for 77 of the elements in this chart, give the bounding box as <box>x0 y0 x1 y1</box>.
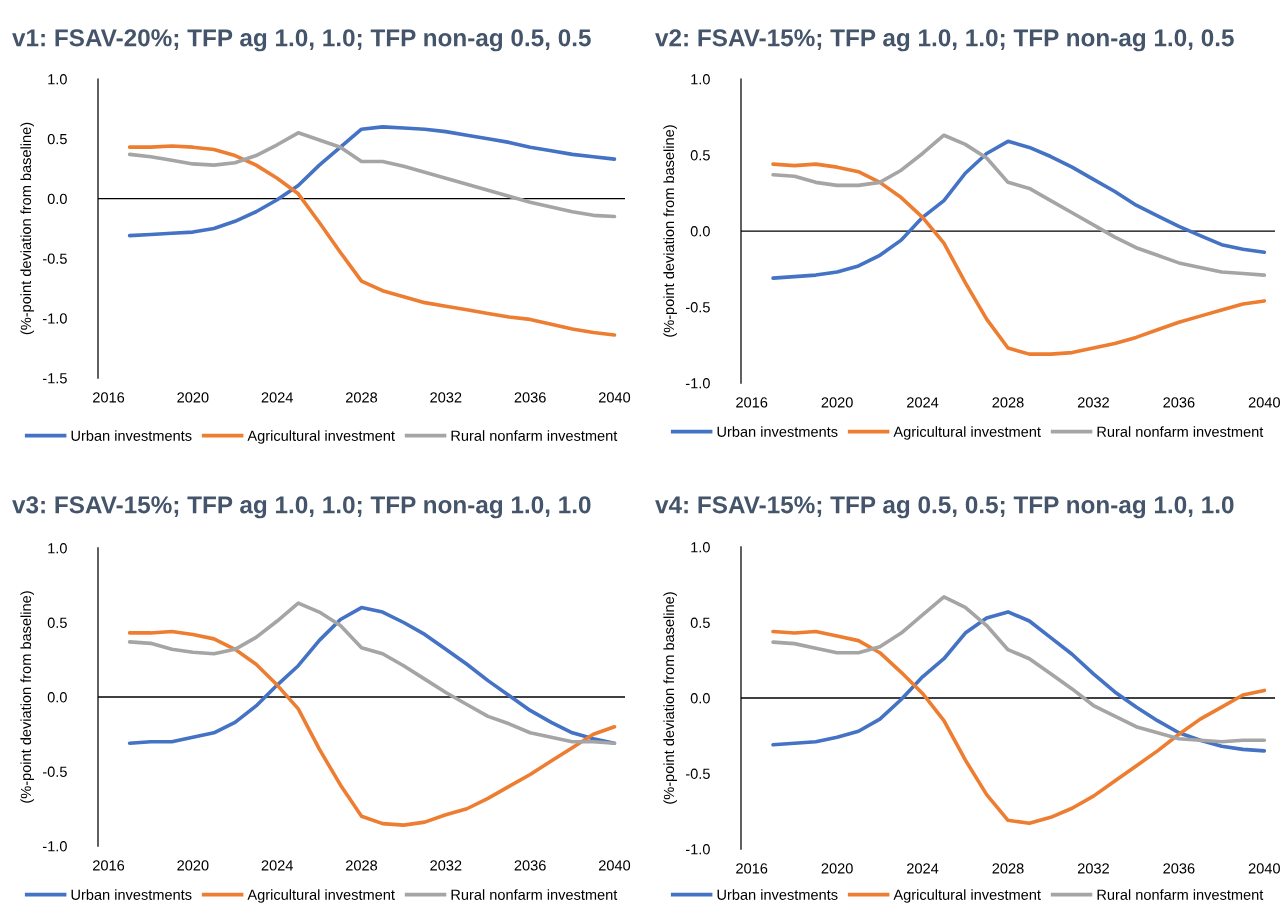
line-series <box>771 595 1267 744</box>
x-tick-label: 2024 <box>261 392 293 403</box>
line-series <box>771 162 1267 356</box>
x-tick-label: 2016 <box>93 392 125 403</box>
chart-title: v4: FSAV-15%; TFP ag 0.5, 0.5; TFP non-ag 1.0, 1.0 <box>655 496 1234 519</box>
legend-label: Urban investments <box>71 430 192 441</box>
y-axis-title: (%-point deviation from baseline) <box>20 122 34 335</box>
x-tick-label: 2028 <box>992 397 1024 408</box>
legend-label: Rural nonfarm investment <box>451 889 618 900</box>
legend-label: Rural nonfarm investment <box>451 430 618 441</box>
x-tick-label: 2016 <box>93 860 125 871</box>
legend-label: Urban investments <box>717 426 838 437</box>
x-tick-label: 2028 <box>346 392 378 403</box>
y-axis-title: (%-point deviation from baseline) <box>20 591 34 803</box>
y-tick-label: -1.0 <box>42 841 67 852</box>
legend-label: Urban investments <box>71 889 192 900</box>
x-tick-label: 2036 <box>514 860 546 871</box>
legend-label: Rural nonfarm investment <box>1097 889 1264 900</box>
y-tick-label: 1.0 <box>691 74 710 85</box>
x-tick-label: 2028 <box>346 860 378 871</box>
legend-label: Urban investments <box>717 889 838 900</box>
x-tick-label: 2020 <box>177 860 209 871</box>
chart-title: v3: FSAV-15%; TFP ag 1.0, 1.0; TFP non-ag 1.0, 1.0 <box>12 496 591 519</box>
x-tick-label: 2040 <box>1248 863 1280 874</box>
y-tick-label: -0.5 <box>685 302 710 313</box>
y-tick-label: -1.0 <box>42 313 67 324</box>
x-tick-label: 2020 <box>821 397 853 408</box>
x-tick-label: 2032 <box>430 860 462 871</box>
line-series <box>771 629 1267 826</box>
line-series <box>127 144 617 337</box>
line-series <box>127 125 617 238</box>
x-tick-label: 2036 <box>1163 863 1195 874</box>
y-tick-label: 1.0 <box>691 542 710 553</box>
y-axis-title: (%-point deviation from baseline) <box>663 592 677 804</box>
x-tick-label: 2032 <box>430 392 462 403</box>
legend-label: Agricultural investment <box>893 426 1041 440</box>
y-tick-label: -1.0 <box>685 378 710 389</box>
y-tick-label: -0.5 <box>685 768 710 779</box>
y-tick-label: -1.0 <box>685 844 710 855</box>
x-tick-label: 2032 <box>1077 397 1109 408</box>
y-tick-label: 1.0 <box>48 543 67 554</box>
x-tick-label: 2036 <box>1163 397 1195 408</box>
line-series <box>771 610 1267 753</box>
y-tick-label: 0.5 <box>47 133 67 145</box>
y-tick-label: 0.5 <box>690 617 710 628</box>
x-tick-label: 2024 <box>261 860 293 871</box>
x-tick-label: 2020 <box>821 863 853 874</box>
x-tick-label: 2032 <box>1077 863 1109 874</box>
chart-title: v2: FSAV-15%; TFP ag 1.0, 1.0; TFP non-ag 1.0, 0.5 <box>655 29 1234 52</box>
legend-label: Agricultural investment <box>893 889 1041 903</box>
y-tick-label: 0.0 <box>690 226 710 237</box>
legend-label: Agricultural investment <box>247 889 395 903</box>
y-tick-label: 0.5 <box>690 150 710 161</box>
y-tick-label: 1.0 <box>48 74 67 85</box>
x-tick-label: 2016 <box>736 863 768 874</box>
line-series <box>127 629 617 827</box>
x-tick-label: 2040 <box>598 860 631 871</box>
y-tick-label: 0.0 <box>47 193 67 205</box>
y-tick-label: -0.5 <box>42 253 67 264</box>
x-tick-label: 2040 <box>598 392 631 403</box>
legend-label: Agricultural investment <box>247 430 395 444</box>
x-tick-label: 2028 <box>992 863 1024 874</box>
y-tick-label: 0.5 <box>47 617 67 628</box>
x-tick-label: 2036 <box>514 392 546 403</box>
y-axis-title: (%-point deviation from baseline) <box>663 125 677 337</box>
x-tick-label: 2024 <box>907 863 939 874</box>
chart-title: v1: FSAV-20%; TFP ag 1.0, 1.0; TFP non-ag 0.5, 0.5 <box>12 29 591 52</box>
line-series <box>127 131 617 219</box>
legend-label: Rural nonfarm investment <box>1097 426 1264 437</box>
y-tick-label: -0.5 <box>42 766 67 777</box>
x-tick-label: 2020 <box>177 392 209 403</box>
y-tick-label: 0.0 <box>690 693 710 704</box>
x-tick-label: 2016 <box>736 397 768 408</box>
y-tick-label: -1.5 <box>42 373 67 384</box>
x-tick-label: 2024 <box>907 397 939 408</box>
x-tick-label: 2040 <box>1248 397 1280 408</box>
y-tick-label: 0.0 <box>47 692 67 703</box>
